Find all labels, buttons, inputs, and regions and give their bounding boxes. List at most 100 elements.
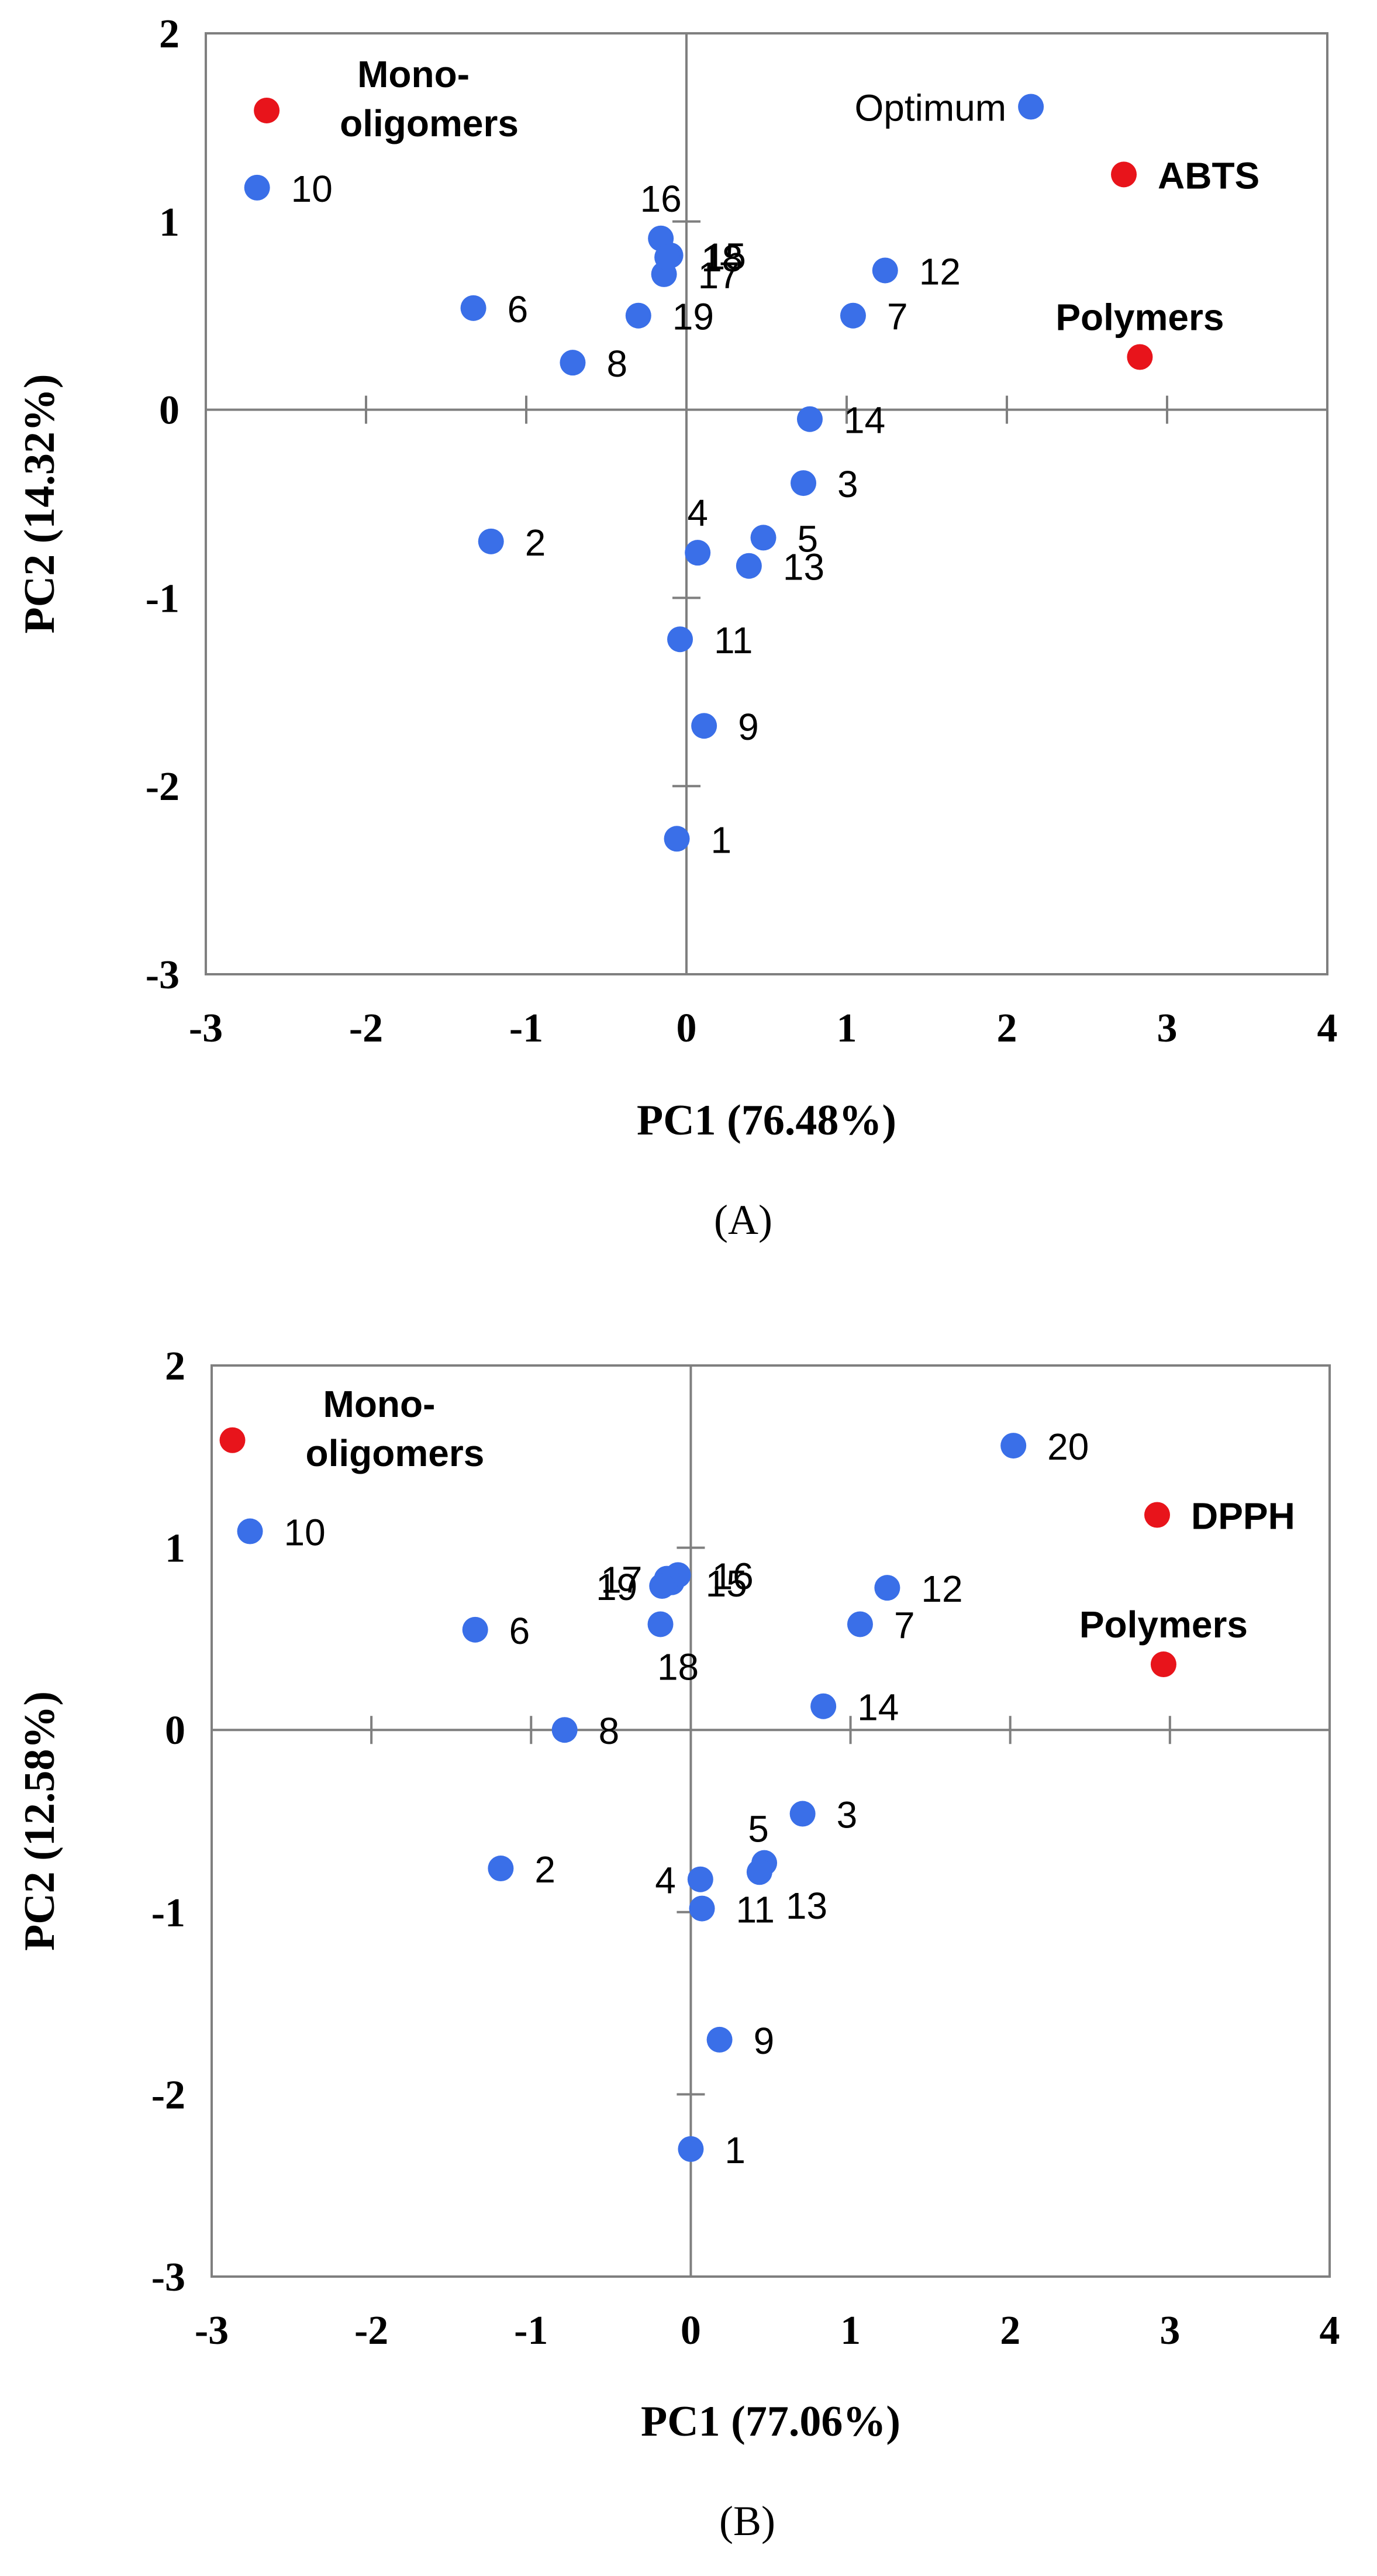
sample-point — [750, 525, 776, 551]
point-label: 11 — [736, 1889, 775, 1931]
point-label: 3 — [837, 1794, 858, 1836]
sample-point — [691, 713, 717, 739]
x-tick-label: -1 — [514, 2308, 548, 2353]
variable-label: Polymers — [1055, 296, 1224, 338]
y-tick-label: 0 — [159, 388, 180, 433]
y-tick-label: 0 — [165, 1708, 185, 1753]
sample-point — [874, 1575, 900, 1601]
point-label: 15 — [706, 1563, 747, 1605]
x-tick-label: 0 — [677, 1006, 697, 1051]
panel-label: (A) — [714, 1196, 772, 1243]
variable-point — [1144, 1502, 1171, 1528]
x-tick-label: -2 — [349, 1006, 383, 1051]
point-label: 5 — [748, 1808, 769, 1850]
x-tick-label: 1 — [840, 2308, 861, 2353]
sample-point — [706, 2026, 733, 2053]
variable-point — [254, 97, 280, 123]
x-tick-label: -1 — [509, 1006, 543, 1051]
variable-label: ABTS — [1158, 154, 1259, 196]
sample-point — [647, 1611, 674, 1637]
point-label: 6 — [509, 1610, 530, 1652]
sample-point — [796, 406, 823, 432]
point-label: 1 — [724, 2129, 746, 2171]
sample-point — [791, 470, 817, 496]
point-label: 7 — [894, 1604, 915, 1646]
point-label: 14 — [857, 1687, 899, 1729]
sample-point — [840, 302, 866, 329]
point-label: 9 — [754, 2020, 775, 2062]
point-label: 4 — [655, 1860, 676, 1902]
y-tick-label: 1 — [159, 200, 180, 245]
point-label: 12 — [919, 250, 961, 292]
point-label: 11 — [714, 619, 753, 661]
point-label: 16 — [712, 1555, 754, 1597]
plot-frame — [205, 32, 1328, 975]
sample-point — [847, 1611, 873, 1637]
point-label: 20 — [1047, 1426, 1089, 1468]
sample-point — [478, 528, 504, 554]
x-tick-label: 4 — [1317, 1006, 1338, 1051]
y-tick-label: 1 — [165, 1526, 185, 1571]
y-tick-label: -1 — [151, 1891, 185, 1936]
variable-label: Mono-oligomers — [306, 1383, 485, 1474]
y-tick-label: -3 — [146, 953, 180, 998]
sample-point — [667, 626, 693, 653]
point-label: 8 — [599, 1710, 620, 1752]
variable-point — [1127, 344, 1153, 370]
sample-point — [685, 540, 711, 566]
point-label: 17 — [601, 1559, 642, 1601]
sample-point — [488, 1856, 514, 1882]
point-label: 19 — [596, 1566, 637, 1608]
x-tick-label: 1 — [837, 1006, 857, 1051]
y-tick-label: -1 — [146, 576, 180, 621]
sample-point — [460, 295, 486, 321]
variable-label: Mono-oligomers — [340, 53, 519, 144]
sample-point — [687, 1866, 713, 1892]
point-label: 5 — [798, 518, 819, 560]
sample-point — [649, 1573, 675, 1599]
x-tick-label: 3 — [1159, 2308, 1180, 2353]
variable-point — [1150, 1651, 1176, 1678]
plot-frame — [210, 1364, 1331, 2278]
sample-point — [462, 1616, 488, 1643]
sample-point — [678, 2136, 704, 2162]
y-axis-title: PC2 (12.58%) — [16, 1691, 64, 1951]
x-tick-label: -2 — [354, 2308, 388, 2353]
point-label: 14 — [844, 399, 885, 442]
sample-point — [551, 1717, 578, 1743]
x-tick-label: 4 — [1320, 2308, 1340, 2353]
point-label: 15 — [705, 236, 746, 278]
sample-point — [1000, 1433, 1027, 1459]
variable-label: Polymers — [1079, 1603, 1248, 1646]
point-label: 13 — [783, 546, 824, 588]
point-label: 19 — [672, 296, 714, 338]
point-label: 10 — [284, 1512, 326, 1554]
variable-point — [219, 1427, 246, 1453]
x-axis-title: PC1 (76.48%) — [637, 1096, 896, 1144]
point-label: 18 — [657, 1646, 699, 1688]
point-label: 6 — [508, 288, 529, 330]
sample-point — [789, 1801, 816, 1827]
point-label: 1 — [711, 819, 732, 861]
sample-point — [237, 1518, 263, 1544]
sample-point — [746, 1859, 772, 1885]
x-tick-label: -3 — [195, 2308, 229, 2353]
sample-point — [664, 826, 690, 852]
sample-point — [810, 1693, 837, 1719]
panel-label: (B) — [719, 2498, 775, 2544]
point-label: 12 — [921, 1568, 962, 1610]
sample-point — [1018, 94, 1044, 120]
point-label: 3 — [837, 463, 858, 505]
y-tick-label: -2 — [146, 764, 180, 809]
y-tick-label: 2 — [165, 1344, 185, 1389]
point-label: 7 — [887, 296, 908, 338]
sample-point — [689, 1895, 715, 1922]
point-label: 4 — [687, 492, 708, 534]
y-tick-label: -3 — [151, 2255, 185, 2300]
x-tick-label: 3 — [1157, 1006, 1178, 1051]
point-label: 16 — [640, 178, 682, 220]
point-label: 18 — [701, 237, 743, 280]
